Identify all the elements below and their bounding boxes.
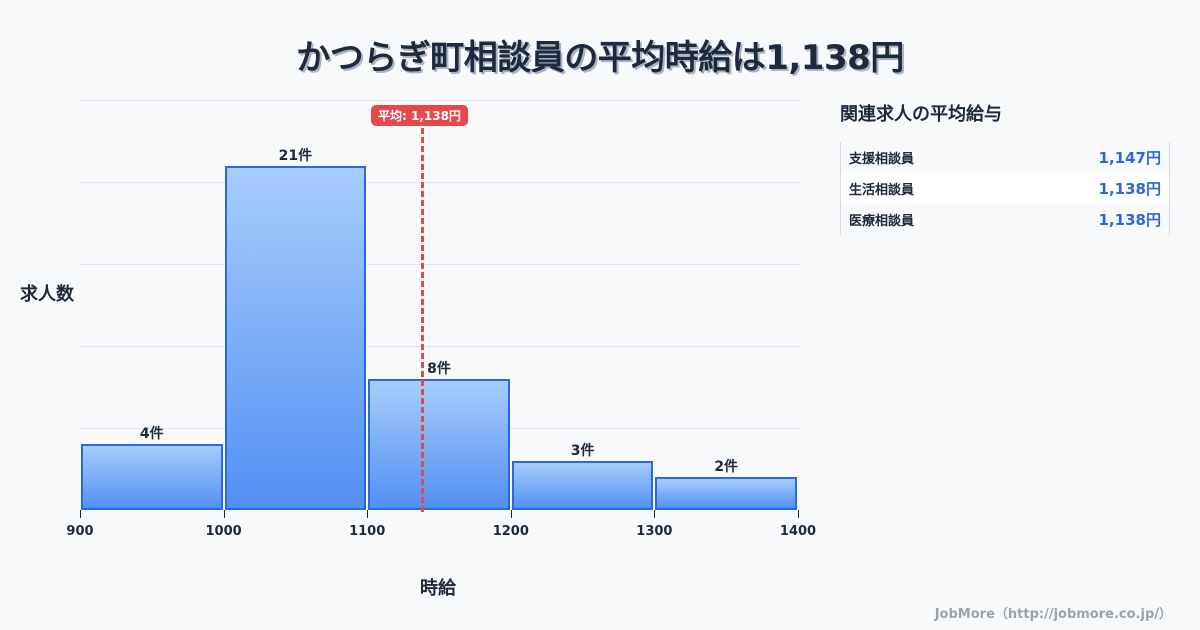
histogram-bar [511, 460, 654, 510]
table-row: 医療相談員 1,138円 [841, 204, 1169, 235]
histogram-bar [655, 477, 797, 510]
x-tick-label: 1100 [349, 524, 386, 539]
x-tick [223, 510, 225, 518]
mean-badge: 平均: 1,138円 [371, 105, 468, 126]
x-tick [654, 510, 656, 518]
x-tick-label: 1000 [205, 524, 242, 539]
table-row: 支援相談員 1,147円 [841, 142, 1169, 173]
related-salaries-heading: 関連求人の平均給与 [840, 104, 1002, 125]
x-tick [510, 510, 512, 518]
related-salaries-panel: 関連求人の平均給与 支援相談員 1,147円 生活相談員 1,138円 医療相談… [840, 100, 1170, 235]
gridline [80, 346, 800, 347]
job-name: 支援相談員 [849, 152, 915, 167]
x-tick-label: 1300 [636, 524, 673, 539]
related-salaries-table: 支援相談員 1,147円 生活相談員 1,138円 医療相談員 1,138円 [840, 142, 1170, 235]
job-name: 生活相談員 [849, 183, 915, 198]
page-title: かつらぎ町相談員の平均時給は1,138円 [296, 38, 904, 78]
job-salary: 1,138円 [1098, 180, 1161, 198]
histogram-bar [81, 444, 223, 510]
bar-value-label: 2件 [714, 459, 739, 476]
histogram-bar [368, 378, 510, 510]
histogram-bar [224, 165, 367, 510]
histogram-chart: 求人数 時給 4件 21件 8件 3件 2件 平均: 1,138円 900 1000 110… [20, 100, 816, 599]
gridline [80, 182, 800, 183]
job-name: 医療相談員 [849, 214, 915, 229]
y-axis-label: 求人数 [20, 284, 74, 305]
job-salary: 1,147円 [1098, 149, 1161, 167]
x-tick-label: 900 [66, 524, 94, 539]
bar-value-label: 21件 [278, 147, 313, 164]
bar-value-label: 3件 [570, 442, 595, 459]
x-tick-label: 1200 [492, 524, 529, 539]
gridline [80, 100, 800, 101]
gridline [80, 264, 800, 265]
x-tick [367, 510, 369, 518]
table-row: 生活相談員 1,138円 [841, 173, 1169, 204]
bar-value-label: 8件 [427, 360, 451, 377]
mean-line [420, 128, 424, 512]
x-tick [80, 510, 81, 518]
x-axis-label: 時給 [420, 578, 456, 599]
x-tick-label: 1400 [779, 524, 817, 539]
footer-credit: JobMore（http://jobmore.co.jp/） [934, 607, 1172, 622]
x-tick [798, 510, 799, 518]
bar-value-label: 4件 [139, 426, 164, 443]
job-salary: 1,138円 [1098, 211, 1161, 229]
